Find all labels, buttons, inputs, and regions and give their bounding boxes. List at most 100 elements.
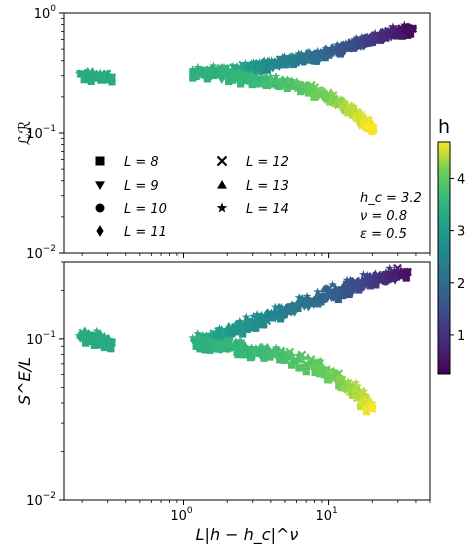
data-point xyxy=(323,283,333,292)
data-point xyxy=(357,108,366,117)
data-point xyxy=(241,312,251,321)
data-point xyxy=(285,51,295,61)
data-point xyxy=(363,270,372,279)
data-point xyxy=(354,112,363,120)
data-point xyxy=(230,320,240,329)
data-point xyxy=(304,89,312,97)
colorbar-gradient xyxy=(437,141,451,375)
data-point xyxy=(311,368,319,377)
data-point xyxy=(95,68,105,77)
data-point xyxy=(239,330,247,338)
data-point xyxy=(328,374,336,382)
data-point xyxy=(273,77,282,86)
data-point xyxy=(302,291,312,300)
x-tick-label: 101 xyxy=(315,506,337,524)
data-point xyxy=(207,329,216,338)
data-point xyxy=(258,342,267,351)
data-point xyxy=(279,78,289,87)
data-point xyxy=(251,79,259,87)
data-point xyxy=(241,58,250,68)
data-point xyxy=(340,97,349,106)
data-point xyxy=(287,75,297,85)
data-point xyxy=(256,75,266,84)
data-point xyxy=(359,393,368,402)
colorbar-tick-label: 1 xyxy=(457,329,465,344)
x-ticks-top xyxy=(81,253,431,258)
param-nu: ν = 0.8 xyxy=(360,209,407,224)
data-point xyxy=(350,386,359,395)
legend-label: L = 9 xyxy=(124,179,159,194)
data-point xyxy=(276,315,285,323)
data-point xyxy=(406,30,415,38)
y-ticks-bottom: 10−1 10−2 xyxy=(26,261,64,509)
data-point xyxy=(273,309,283,319)
data-point xyxy=(365,397,374,404)
data-point xyxy=(235,316,245,325)
data-point xyxy=(316,356,326,365)
data-point xyxy=(311,49,321,58)
data-point xyxy=(225,77,233,86)
data-point xyxy=(193,62,203,72)
data-point xyxy=(225,322,235,331)
y-tick-label: 10−2 xyxy=(26,491,56,509)
data-point xyxy=(245,318,254,326)
data-point xyxy=(261,75,271,84)
data-point xyxy=(251,73,260,80)
data-point xyxy=(397,268,406,276)
data-point xyxy=(198,340,208,350)
data-point xyxy=(370,28,380,37)
data-point xyxy=(296,353,306,363)
data-point xyxy=(328,280,337,289)
data-point xyxy=(236,336,246,345)
data-point xyxy=(254,67,262,76)
data-point xyxy=(225,71,234,81)
data-point xyxy=(385,263,394,272)
data-point xyxy=(240,342,249,351)
data-point xyxy=(194,71,201,81)
legend: L = 8 L = 9 L = 10 L = 11 L = 12 L = 13 L = 14 xyxy=(95,155,289,240)
data-point xyxy=(249,57,258,67)
data-point xyxy=(271,302,280,311)
legend-label: L = 11 xyxy=(124,225,167,240)
data-point xyxy=(339,40,348,49)
data-point xyxy=(367,123,377,132)
legend-marker-triangle-down xyxy=(95,181,105,190)
data-point xyxy=(311,357,320,366)
data-point xyxy=(292,59,300,67)
data-point xyxy=(217,325,226,334)
param-hc: h_c = 3.2 xyxy=(360,191,422,206)
data-point xyxy=(100,343,109,352)
data-point xyxy=(246,354,255,362)
params-box: h_c = 3.2 ν = 0.8 ε = 0.5 xyxy=(360,191,422,242)
data-point xyxy=(307,364,316,372)
data-point xyxy=(309,81,318,90)
data-point xyxy=(247,343,256,352)
data-point xyxy=(318,290,328,299)
data-point xyxy=(283,75,292,84)
data-point xyxy=(102,71,111,80)
data-point xyxy=(293,299,300,310)
scatter-bottom xyxy=(74,263,412,416)
colorbar-tick-label: 4 xyxy=(457,172,465,187)
data-point xyxy=(246,70,255,79)
data-point xyxy=(252,309,262,319)
data-point xyxy=(403,267,412,276)
data-point xyxy=(382,34,390,42)
data-point xyxy=(231,64,237,74)
data-point xyxy=(336,95,345,104)
data-point xyxy=(262,81,270,90)
legend-label: L = 13 xyxy=(246,179,289,194)
data-point xyxy=(360,116,369,125)
data-point xyxy=(219,339,229,348)
data-point xyxy=(367,403,377,413)
legend-marker-x xyxy=(216,155,228,167)
data-point xyxy=(209,61,218,70)
legend-marker-triangle-up xyxy=(217,180,227,189)
data-point xyxy=(315,86,325,95)
data-point xyxy=(391,273,399,282)
data-point xyxy=(88,71,98,80)
data-point xyxy=(342,275,352,284)
data-point xyxy=(231,337,240,346)
data-point xyxy=(334,369,343,377)
